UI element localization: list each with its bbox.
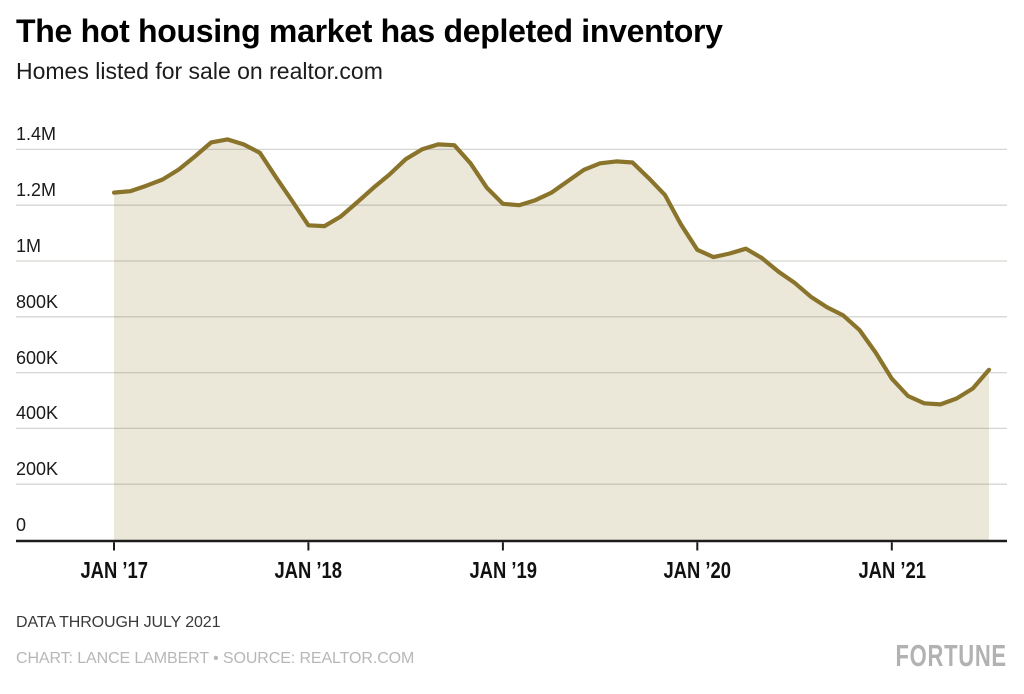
- chart-title: The hot housing market has depleted inve…: [16, 13, 723, 49]
- y-tick-label: 1M: [16, 236, 42, 256]
- y-tick-label: 200K: [16, 459, 59, 479]
- y-tick-label: 400K: [16, 403, 59, 423]
- data-line: [111, 137, 992, 407]
- y-tick-label: 800K: [16, 292, 59, 312]
- x-tick-label-text: JAN ’21: [858, 557, 926, 583]
- y-tick-label: 1.2M: [16, 180, 57, 200]
- x-tick-label: JAN ’17: [44, 557, 184, 584]
- fortune-wordmark: FORTUNE: [895, 638, 1007, 673]
- x-tick-label: JAN ’18: [238, 557, 378, 584]
- chart-subtitle: Homes listed for sale on realtor.com: [16, 58, 383, 84]
- y-tick-label: 600K: [16, 348, 59, 368]
- x-tick-label-text: JAN ’17: [80, 557, 148, 583]
- x-tick-label-text: JAN ’20: [663, 557, 731, 583]
- data-through-note: DATA THROUGH JULY 2021: [16, 614, 221, 631]
- area-fill: [114, 139, 989, 540]
- x-tick-label-text: JAN ’19: [469, 557, 537, 583]
- x-tick-label-text: JAN ’18: [274, 557, 342, 583]
- y-tick-label: 1.4M: [16, 124, 57, 144]
- x-tick-label: JAN ’19: [433, 557, 573, 584]
- y-tick-label: 0: [16, 515, 27, 535]
- chart-source-credit: CHART: LANCE LAMBERT • SOURCE: REALTOR.C…: [16, 650, 415, 667]
- x-tick-label: JAN ’21: [822, 557, 962, 584]
- x-tick-label: JAN ’20: [627, 557, 767, 584]
- fortune-logo: FORTUNE: [850, 638, 1007, 673]
